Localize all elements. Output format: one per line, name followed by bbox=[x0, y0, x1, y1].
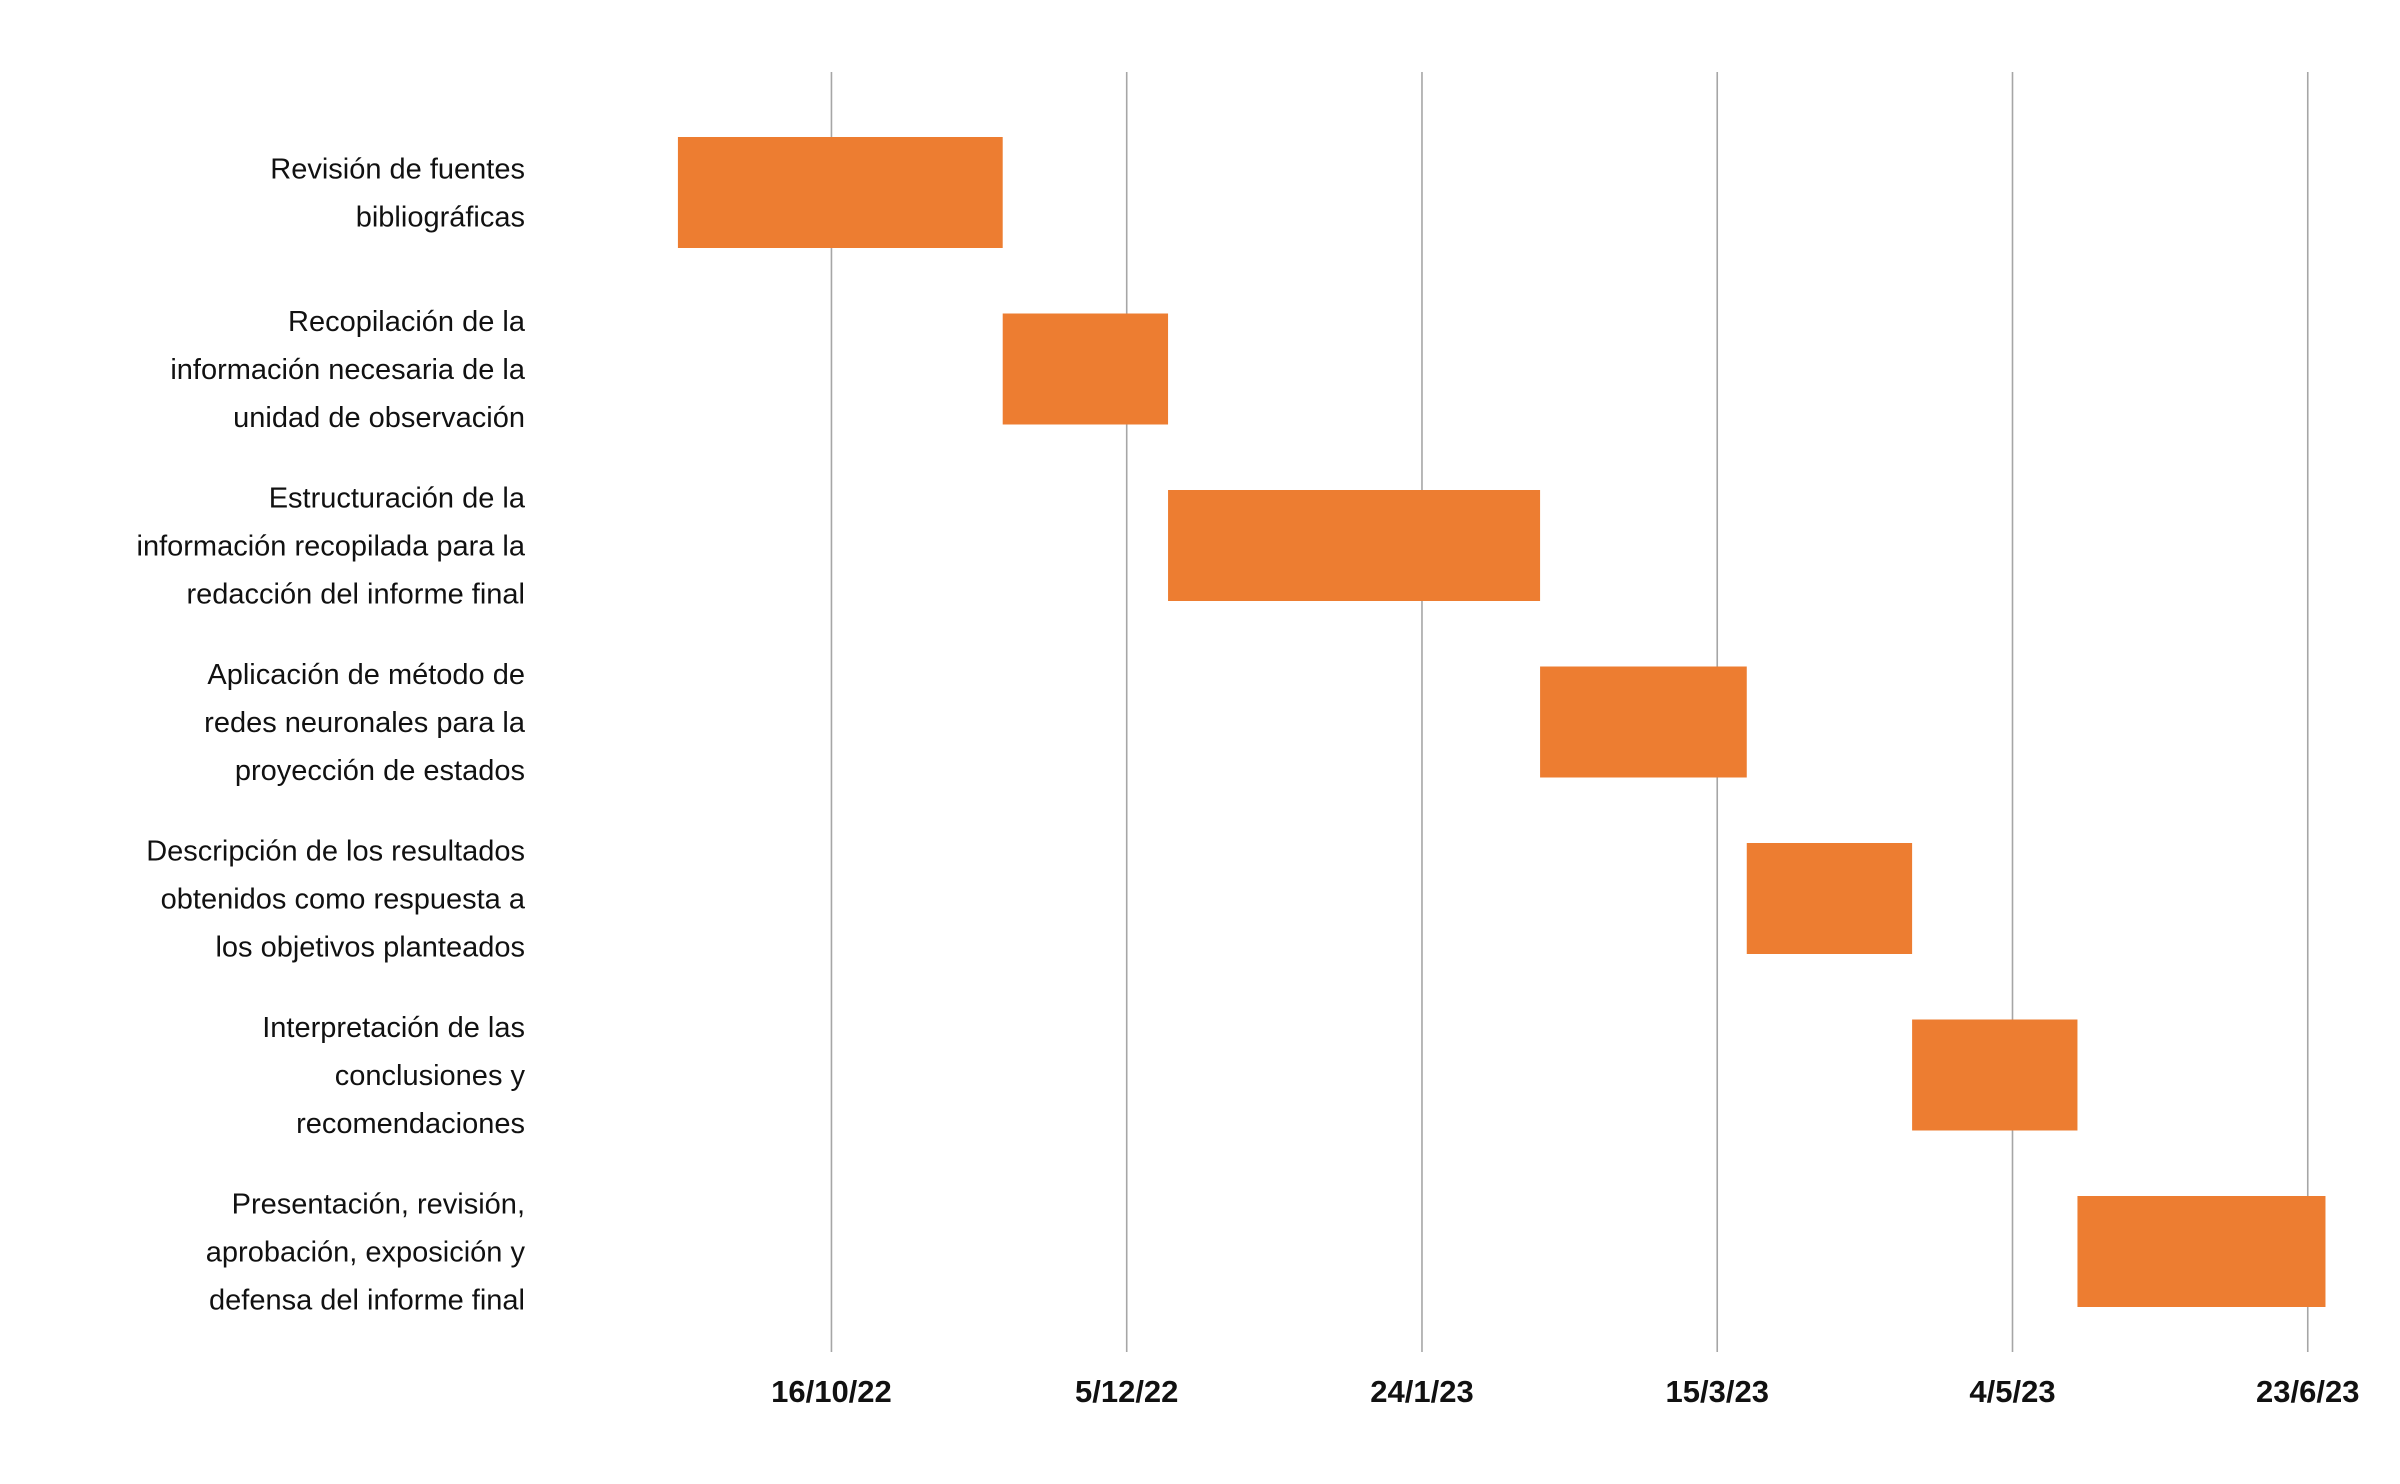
task-bar-7 bbox=[2077, 1196, 2326, 1307]
task-label-line: obtenidos como respuesta a bbox=[161, 884, 526, 916]
x-tick-label-0: 16/10/22 bbox=[771, 1374, 892, 1409]
task-bar-6 bbox=[1912, 1019, 2078, 1131]
task-label-line: defensa del informe final bbox=[209, 1285, 525, 1317]
task-label-5: Descripción de los resultados obtenidos c… bbox=[146, 836, 526, 964]
x-tick-label-3: 15/3/23 bbox=[1666, 1374, 1769, 1409]
task-label-line: bibliográficas bbox=[356, 202, 525, 234]
task-label-line: proyección de estados bbox=[235, 755, 525, 787]
task-label-line: los objetivos planteados bbox=[215, 932, 525, 964]
task-label-6: Interpretación de las conclusiones y recom… bbox=[262, 1012, 525, 1140]
x-tick-label-2: 24/1/23 bbox=[1370, 1374, 1473, 1409]
x-axis-tick-labels: 16/10/22 5/12/22 24/1/23 15/3/23 4/5/23 23/6/… bbox=[771, 1374, 2359, 1409]
x-tick-label-1: 5/12/22 bbox=[1075, 1374, 1178, 1409]
task-label-line: conclusiones y bbox=[335, 1060, 526, 1092]
task-bar-5 bbox=[1746, 843, 1913, 954]
task-label-line: aprobación, exposición y bbox=[206, 1237, 526, 1269]
task-label-line: redes neuronales para la bbox=[204, 707, 526, 739]
task-label-line: Aplicación de método de bbox=[207, 659, 525, 691]
task-label-line: información recopilada para la bbox=[137, 531, 526, 563]
task-label-line: unidad de observación bbox=[233, 402, 525, 434]
task-label-line: Descripción de los resultados bbox=[146, 836, 525, 868]
task-labels: Revisión de fuentes bibliográficas Recopil… bbox=[137, 154, 526, 1317]
task-label-3: Estructuración de la información recopila… bbox=[137, 483, 526, 611]
x-tick-label-4: 4/5/23 bbox=[1969, 1374, 2055, 1409]
task-bar-3 bbox=[1168, 490, 1541, 601]
task-bar-1 bbox=[677, 137, 1003, 248]
x-tick-label-5: 23/6/23 bbox=[2256, 1374, 2359, 1409]
task-label-line: Interpretación de las bbox=[262, 1012, 525, 1044]
task-bar-4 bbox=[1540, 666, 1747, 778]
task-bar-2 bbox=[1002, 313, 1169, 425]
task-label-line: Presentación, revisión, bbox=[232, 1189, 525, 1221]
gridlines bbox=[830, 72, 2309, 1352]
task-bars bbox=[677, 137, 2326, 1307]
task-label-line: Revisión de fuentes bbox=[270, 154, 525, 186]
task-label-line: Recopilación de la bbox=[288, 306, 526, 338]
task-label-line: recomendaciones bbox=[296, 1108, 525, 1140]
task-label-2: Recopilación de la información necesaria … bbox=[170, 306, 526, 434]
task-label-7: Presentación, revisión, aprobación, expos… bbox=[206, 1189, 526, 1317]
task-label-line: redacción del informe final bbox=[186, 579, 525, 611]
task-label-line: información necesaria de la bbox=[170, 354, 526, 386]
task-label-4: Aplicación de método de redes neuronales … bbox=[204, 659, 526, 787]
task-label-line: Estructuración de la bbox=[269, 483, 526, 515]
task-label-1: Revisión de fuentes bibliográficas bbox=[270, 154, 525, 234]
